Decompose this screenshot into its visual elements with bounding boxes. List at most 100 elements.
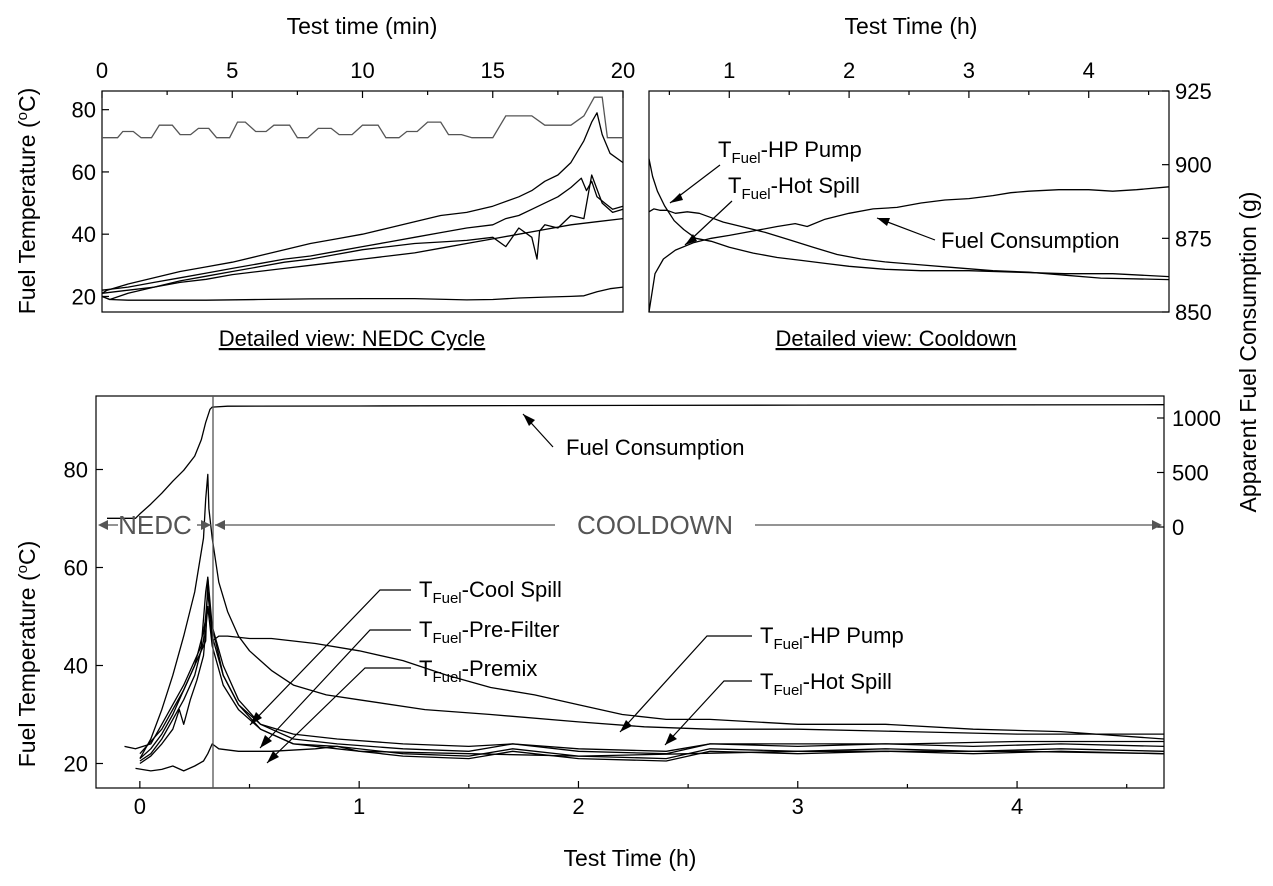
arrow-head <box>1152 520 1162 530</box>
nedc-x-axis-title: Test time (min) <box>287 13 438 39</box>
cool-spill-label: TFuel-Cool Spill <box>419 577 562 607</box>
nedc-caption: Detailed view: NEDC Cycle <box>219 326 486 351</box>
y-tick-label: 40 <box>64 654 88 679</box>
full-y2-ticks: 0 500 1000 <box>1157 406 1221 540</box>
label-main: T <box>760 669 773 694</box>
y-tick-label: 80 <box>64 458 88 483</box>
x-tick-label: 2 <box>843 58 855 83</box>
arrow-head <box>685 234 697 245</box>
degree-sign: o <box>14 565 31 573</box>
cooldown-hp-pump-label: TFuel-HP Pump <box>718 137 862 167</box>
series-line-premix <box>139 606 1165 765</box>
y2-tick-label: 875 <box>1175 226 1212 251</box>
y2-tick-label: 925 <box>1175 79 1212 104</box>
premix-label: TFuel-Premix <box>419 656 537 686</box>
x-tick-label: 5 <box>226 58 238 83</box>
label-rest: -HP Pump <box>761 137 862 162</box>
arrow-head <box>620 720 632 732</box>
label-sub: Fuel <box>432 669 461 686</box>
series-line-hp-pump <box>101 112 624 294</box>
full-hp-pump-label: TFuel-HP Pump <box>760 623 904 653</box>
label-sub: Fuel <box>741 186 770 203</box>
label-rest: -Hot Spill <box>803 669 892 694</box>
x-tick-label: 4 <box>1011 794 1023 819</box>
label-main: T <box>760 623 773 648</box>
arrow-head <box>523 414 535 426</box>
full-fuel-consumption-label: Fuel Consumption <box>566 435 745 460</box>
x-tick-label: 1 <box>723 58 735 83</box>
series-line-cool-spill <box>139 606 1165 760</box>
cooldown-x-axis-title: Test Time (h) <box>845 13 978 39</box>
arrow-head <box>267 751 279 763</box>
nedc-x-ticks: 0 5 10 15 20 <box>96 58 635 98</box>
label-rest: -Cool Spill <box>462 577 562 602</box>
full-hot-spill-label: TFuel-Hot Spill <box>760 669 892 699</box>
label-sub: Fuel <box>432 630 461 647</box>
y-tick-label: 20 <box>72 284 96 309</box>
arrow-head <box>201 520 211 530</box>
full-x-axis-title: Test Time (h) <box>564 845 697 871</box>
x-tick-label: 1 <box>353 794 365 819</box>
label-sub: Fuel <box>432 590 461 607</box>
cooldown-detail-panel: 1 2 3 4 850 875 900 925 Test Time (h) Detailed… <box>648 13 1212 351</box>
y2-tick-label: 1000 <box>1172 406 1221 431</box>
y-tick-label: 60 <box>72 160 96 185</box>
y2-tick-label: 500 <box>1172 461 1209 486</box>
label-rest: -Premix <box>462 656 538 681</box>
y2-tick-label: 850 <box>1175 300 1212 325</box>
cool-spill-leader <box>249 589 411 726</box>
arrow-head <box>877 218 890 226</box>
premix-leader <box>266 667 411 764</box>
nedc-phase-label: NEDC <box>118 510 192 540</box>
x-tick-label: 2 <box>572 794 584 819</box>
series-line-premix <box>101 174 624 301</box>
full-y-axis-title: Fuel Temperature (oC) <box>14 541 41 768</box>
cooldown-x-ticks: 1 2 3 4 <box>668 58 1150 98</box>
label-rest: -HP Pump <box>803 623 904 648</box>
arrow-head <box>215 520 225 530</box>
cooldown-series-group <box>648 158 1170 313</box>
x-tick-label: 10 <box>350 58 374 83</box>
label-rest: -Pre-Filter <box>462 617 560 642</box>
y2-tick-label: 0 <box>1172 515 1184 540</box>
cooldown-hot-spill-label: TFuel-Hot Spill <box>728 173 860 203</box>
full-x-ticks: 0 1 2 3 4 <box>134 781 1128 819</box>
series-line-ambient <box>135 743 1165 772</box>
series-line-ambient <box>101 286 624 301</box>
full-plot-frame <box>95 395 1165 789</box>
full-y-ticks: 20 40 60 80 <box>64 458 103 777</box>
arrow-head <box>670 193 683 203</box>
series-line-extra-trace <box>124 576 1164 752</box>
label-main: T <box>419 656 432 681</box>
x-tick-label: 4 <box>1083 58 1095 83</box>
degree-sign: o <box>14 112 31 120</box>
label-sub: Fuel <box>731 150 760 167</box>
label-main: T <box>419 617 432 642</box>
x-tick-label: 3 <box>963 58 975 83</box>
arrow-head <box>250 712 262 725</box>
y-tick-label: 20 <box>64 752 88 777</box>
y2-tick-label: 900 <box>1175 153 1212 178</box>
full-hp-pump-leader <box>619 635 752 733</box>
nedc-y-ticks: 20 40 60 80 <box>72 98 109 309</box>
label-main: T <box>419 577 432 602</box>
label-sub: Fuel <box>773 636 802 653</box>
y-tick-label: 80 <box>72 98 96 123</box>
label-rest: -Hot Spill <box>771 173 860 198</box>
x-tick-label: 0 <box>96 58 108 83</box>
series-line-pre-filter <box>139 591 1165 762</box>
apparent-fuel-consumption-axis-title: Apparent Fuel Consumption (g) <box>1235 192 1261 513</box>
full-test-panel: 0 1 2 3 4 20 40 60 80 0 500 1000 Test Time (h) Fu… <box>14 192 1262 871</box>
pre-filter-leader <box>259 629 411 749</box>
cooldown-y-ticks: 850 875 900 925 <box>1162 79 1212 325</box>
x-tick-label: 20 <box>611 58 635 83</box>
y-tick-label: 60 <box>64 556 88 581</box>
arrow-head <box>98 520 108 530</box>
x-tick-label: 0 <box>134 794 146 819</box>
cooldown-fuel-consumption-label: Fuel Consumption <box>941 228 1120 253</box>
cooldown-caption: Detailed view: Cooldown <box>776 326 1017 351</box>
arrow-head <box>665 733 677 745</box>
cooldown-phase-label: COOLDOWN <box>577 510 733 540</box>
